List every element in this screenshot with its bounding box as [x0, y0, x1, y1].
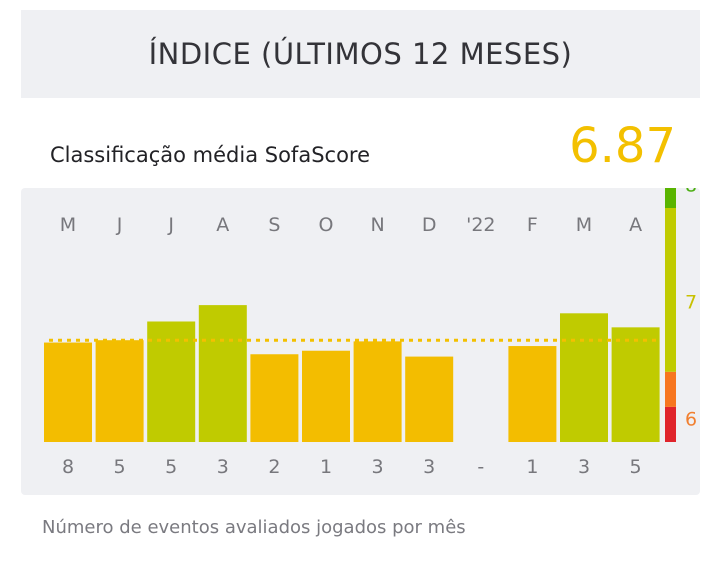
- month-label: O: [319, 214, 334, 236]
- event-count-label: -: [477, 456, 484, 478]
- rating-bar: [611, 327, 660, 442]
- event-count-label: 3: [217, 456, 229, 478]
- rating-chart-panel: M 8 J 5 J 5 A 3 S 2 O 1 N 3 D 3 '22 - F 1 M 3 A 5 6 7 8: [21, 188, 700, 495]
- scale-segment-orange: [665, 371, 676, 407]
- rating-bar: [560, 313, 608, 442]
- rating-bar: [198, 305, 247, 442]
- scale-segment-green: [665, 188, 676, 208]
- month-label: A: [216, 214, 229, 236]
- scale-segment-red: [665, 406, 676, 442]
- month-label: M: [576, 214, 592, 236]
- rating-bar: [95, 340, 144, 442]
- event-count-label: 5: [630, 456, 642, 478]
- scale-tick-label: 7: [685, 292, 697, 314]
- average-rating-value: 6.87: [569, 118, 676, 174]
- month-label: J: [116, 214, 123, 236]
- month-label: S: [268, 214, 280, 236]
- title-bar: ÍNDICE (ÚLTIMOS 12 MESES): [21, 10, 700, 98]
- event-count-label: 5: [165, 456, 177, 478]
- page-title: ÍNDICE (ÚLTIMOS 12 MESES): [148, 37, 573, 71]
- month-label: M: [60, 214, 76, 236]
- event-count-label: 2: [268, 456, 280, 478]
- event-count-label: 1: [526, 456, 538, 478]
- month-label: J: [167, 214, 174, 236]
- event-count-label: 1: [320, 456, 332, 478]
- footnote: Número de eventos avaliados jogados por …: [42, 517, 466, 538]
- month-label: '22: [466, 214, 495, 236]
- rating-bar: [508, 346, 557, 442]
- month-label: N: [370, 214, 384, 236]
- rating-bar: [405, 356, 454, 442]
- rating-bar: [250, 354, 299, 442]
- rating-bar: [302, 350, 350, 442]
- event-count-label: 5: [114, 456, 126, 478]
- rating-chart: M 8 J 5 J 5 A 3 S 2 O 1 N 3 D 3 '22 - F 1 M 3 A 5 6 7 8: [44, 188, 697, 478]
- scale-tick-label: 6: [685, 409, 697, 431]
- rating-bar: [44, 342, 92, 442]
- event-count-label: 8: [62, 456, 74, 478]
- average-rating-label: Classificação média SofaScore: [50, 143, 371, 167]
- event-count-label: 3: [578, 456, 590, 478]
- scale-segment-yellowgreen: [665, 208, 676, 372]
- rating-bar: [353, 341, 402, 442]
- event-count-label: 3: [372, 456, 384, 478]
- month-label: F: [527, 214, 538, 236]
- month-label: A: [629, 214, 642, 236]
- scale-tick-label: 8: [685, 188, 697, 197]
- event-count-label: 3: [423, 456, 435, 478]
- month-label: D: [422, 214, 437, 236]
